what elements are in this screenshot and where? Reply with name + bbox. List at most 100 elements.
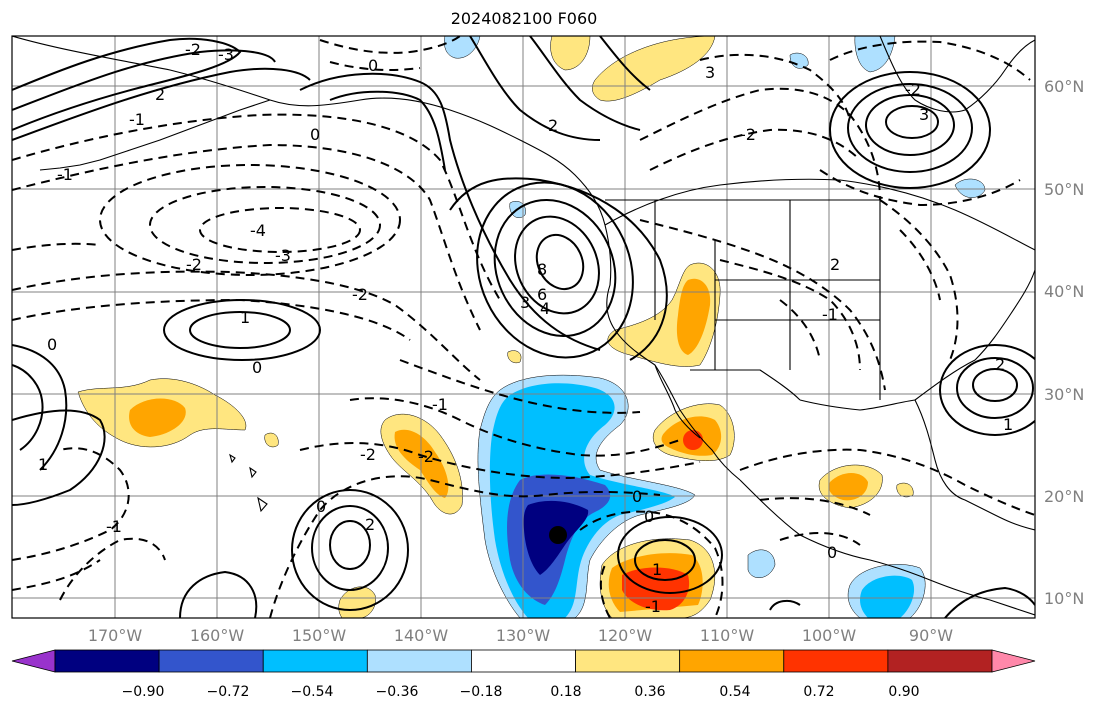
contour-label: 2 — [830, 255, 840, 274]
contour-label: 2 — [155, 85, 165, 104]
colorbar-tick-label: −0.90 — [121, 684, 165, 700]
blue-patch-east — [954, 178, 986, 198]
contour-south-low-2 — [634, 539, 696, 581]
contour-label: 0 — [47, 335, 57, 354]
contour-dashed-us-3 — [779, 299, 821, 361]
contour-solid-ridge-1 — [299, 72, 601, 351]
contour-dashed-mex-1 — [739, 448, 1035, 516]
blue-patch-south — [747, 549, 776, 578]
lon-label-110w: 110°W — [699, 626, 755, 645]
us-mexico-border — [690, 369, 801, 401]
contour-dashed-9 — [349, 397, 681, 457]
contour-label: 0 — [632, 487, 642, 506]
mexico-south-coast — [739, 479, 1035, 616]
contour-label: 3 — [520, 293, 530, 312]
contour-dashed-12 — [579, 510, 724, 618]
blue-patch-se-mid — [860, 575, 915, 618]
contour-dashed-7 — [12, 559, 101, 591]
yellow-patch-small-fl — [896, 482, 914, 498]
colorbar-segment — [262, 649, 368, 673]
contour-dashed-ne-1 — [829, 40, 1031, 81]
orange-patch-gulf — [828, 473, 868, 501]
red-spot-mexico — [683, 430, 703, 450]
contour-dashed-13 — [599, 564, 611, 618]
lon-label-150w: 150°W — [291, 626, 347, 645]
colorbar-tick-label: −0.36 — [375, 684, 419, 700]
hawaii-2 — [249, 466, 257, 479]
contour-dashed-w30 — [12, 242, 101, 251]
contour-dashed-ne-2 — [819, 169, 1021, 207]
contour-cpac-ring-2 — [311, 505, 389, 591]
gulf-coast — [799, 399, 1035, 531]
colorbar-tick-label: 0.90 — [888, 684, 920, 700]
contour-dashed-1 — [12, 113, 501, 301]
contour-dashed-canada-2 — [649, 128, 861, 171]
contour-dashed-3 — [12, 270, 481, 381]
contour-lines — [12, 36, 1035, 618]
contour-solid-aleutian-low — [12, 37, 242, 131]
contour-se-solid — [944, 586, 1035, 618]
contour-dashed-us-1 — [639, 219, 886, 391]
contour-dashed-east-2 — [899, 229, 941, 301]
contour-dashed-5 — [12, 447, 130, 561]
contour-label: 6 — [537, 285, 547, 304]
contour-label: 2 — [548, 116, 558, 135]
colorbar-tick-label: 0.72 — [803, 684, 835, 700]
contour-label: 2 — [365, 515, 375, 534]
contour-label: -1 — [432, 395, 448, 414]
contour-dashed-low-1 — [99, 164, 401, 276]
hudson-bay — [879, 36, 1035, 113]
contour-label: 3 — [705, 63, 715, 82]
contour-label: -3 — [275, 246, 291, 265]
contour-dashed-us-2 — [719, 259, 861, 371]
yellow-patch-small-ca — [507, 350, 522, 364]
colorbar-segment — [471, 649, 576, 673]
contour-dashed-11 — [399, 359, 641, 414]
lon-label-140w: 140°W — [393, 626, 449, 645]
contour-label: 0 — [368, 56, 378, 75]
contour-dashed-8 — [269, 475, 661, 618]
contour-high-open — [449, 177, 668, 361]
contour-label: 8 — [537, 260, 547, 279]
contour-solid-ridge-2 — [329, 90, 446, 171]
orange-patch-west — [129, 398, 186, 437]
colorbar-segment — [366, 649, 472, 673]
contour-label: -2 — [186, 255, 202, 274]
yellow-patch-north — [550, 36, 591, 71]
lon-label-130w: 130°W — [495, 626, 551, 645]
contour-high-ring-2 — [493, 198, 617, 338]
contour-label: -3 — [218, 45, 234, 64]
alaska-coast — [12, 36, 606, 226]
contour-east-high-2 — [956, 357, 1034, 419]
contour-east-high-3 — [972, 368, 1018, 402]
contour-pac-high-2 — [189, 311, 291, 349]
lat-label-60n: 60°N — [1044, 77, 1085, 96]
lat-label-40n: 40°N — [1044, 282, 1085, 301]
contour-dashed-mex-3 — [779, 532, 861, 546]
contour-label: -2 — [352, 285, 368, 304]
contour-label: 0 — [252, 358, 262, 377]
contour-label: -2 — [740, 125, 756, 144]
east-coast — [914, 269, 1035, 401]
colorbar-segment — [783, 649, 889, 673]
colorbar — [11, 649, 1036, 673]
contour-cpac-ring-1 — [291, 489, 409, 611]
contour-west-edge-2 — [12, 364, 44, 451]
contour-ne-high-1 — [829, 71, 991, 189]
contour-label: -2 — [418, 447, 434, 466]
colorbar-extend-high — [991, 649, 1036, 673]
contour-label: 0 — [644, 507, 654, 526]
contour-west-edge-3 — [12, 409, 106, 506]
contour-solid-north-2 — [529, 36, 641, 131]
yellow-patch-alaska — [592, 36, 716, 102]
colorbar-segment — [158, 649, 264, 673]
contour-label: 1 — [1003, 415, 1013, 434]
colorbar-segment — [54, 649, 160, 673]
contour-label: 3 — [919, 105, 929, 124]
contour-label: 0 — [316, 497, 326, 516]
contour-label: -2 — [360, 445, 376, 464]
lat-label-50n: 50°N — [1044, 180, 1085, 199]
colorbar-segment — [887, 649, 993, 673]
lon-label-170w: 170°W — [87, 626, 143, 645]
